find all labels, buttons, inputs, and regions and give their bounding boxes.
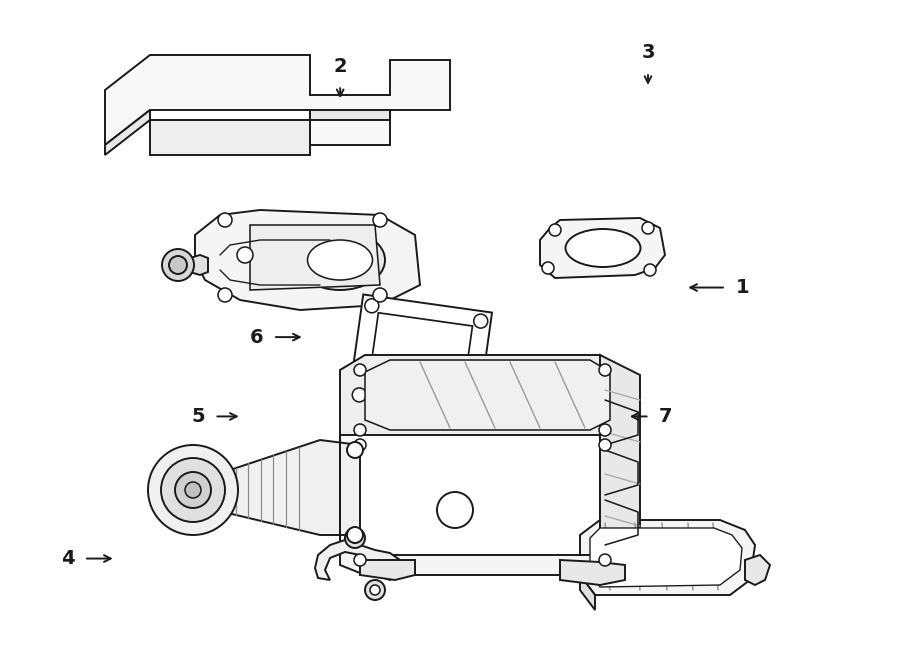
Polygon shape: [315, 540, 400, 580]
Polygon shape: [540, 218, 665, 278]
Circle shape: [599, 554, 611, 566]
Text: 4: 4: [60, 549, 111, 568]
Circle shape: [461, 403, 475, 417]
Circle shape: [437, 492, 473, 528]
Polygon shape: [745, 555, 770, 585]
Circle shape: [542, 262, 554, 274]
Circle shape: [473, 314, 488, 328]
Circle shape: [549, 224, 561, 236]
Text: 5: 5: [191, 407, 237, 426]
Circle shape: [175, 472, 211, 508]
Polygon shape: [360, 560, 415, 580]
Text: 2: 2: [333, 57, 347, 96]
Polygon shape: [150, 120, 310, 155]
Circle shape: [162, 249, 194, 281]
Polygon shape: [340, 355, 620, 435]
Circle shape: [370, 585, 380, 595]
Polygon shape: [340, 435, 620, 575]
Ellipse shape: [565, 229, 641, 267]
Polygon shape: [365, 360, 610, 430]
Text: 7: 7: [632, 407, 673, 426]
Polygon shape: [580, 520, 755, 595]
Circle shape: [350, 533, 360, 543]
Circle shape: [148, 445, 238, 535]
Circle shape: [354, 364, 366, 376]
Circle shape: [354, 439, 366, 451]
Circle shape: [169, 256, 187, 274]
Circle shape: [347, 442, 363, 458]
Circle shape: [373, 288, 387, 302]
Circle shape: [345, 528, 365, 548]
Polygon shape: [195, 210, 420, 310]
Polygon shape: [105, 110, 150, 155]
Circle shape: [642, 222, 654, 234]
Polygon shape: [560, 560, 625, 585]
Polygon shape: [600, 355, 640, 575]
Polygon shape: [200, 440, 360, 535]
Circle shape: [364, 299, 379, 313]
Circle shape: [237, 247, 253, 263]
Circle shape: [599, 439, 611, 451]
Ellipse shape: [295, 230, 385, 290]
Polygon shape: [310, 110, 390, 120]
Circle shape: [218, 213, 232, 227]
Circle shape: [185, 482, 201, 498]
Circle shape: [644, 264, 656, 276]
Circle shape: [599, 364, 611, 376]
Circle shape: [347, 527, 363, 543]
Polygon shape: [367, 313, 472, 403]
Polygon shape: [250, 225, 380, 290]
Circle shape: [365, 580, 385, 600]
Polygon shape: [105, 55, 450, 145]
Text: 3: 3: [641, 44, 655, 83]
Polygon shape: [590, 528, 742, 587]
Circle shape: [373, 213, 387, 227]
Circle shape: [218, 288, 232, 302]
Circle shape: [352, 388, 366, 402]
Circle shape: [161, 458, 225, 522]
Ellipse shape: [308, 240, 373, 280]
Text: 1: 1: [690, 278, 750, 297]
Text: 6: 6: [249, 328, 300, 346]
Polygon shape: [348, 295, 492, 422]
Circle shape: [599, 424, 611, 436]
Polygon shape: [190, 255, 208, 275]
Circle shape: [354, 424, 366, 436]
Polygon shape: [580, 575, 595, 610]
Circle shape: [354, 554, 366, 566]
